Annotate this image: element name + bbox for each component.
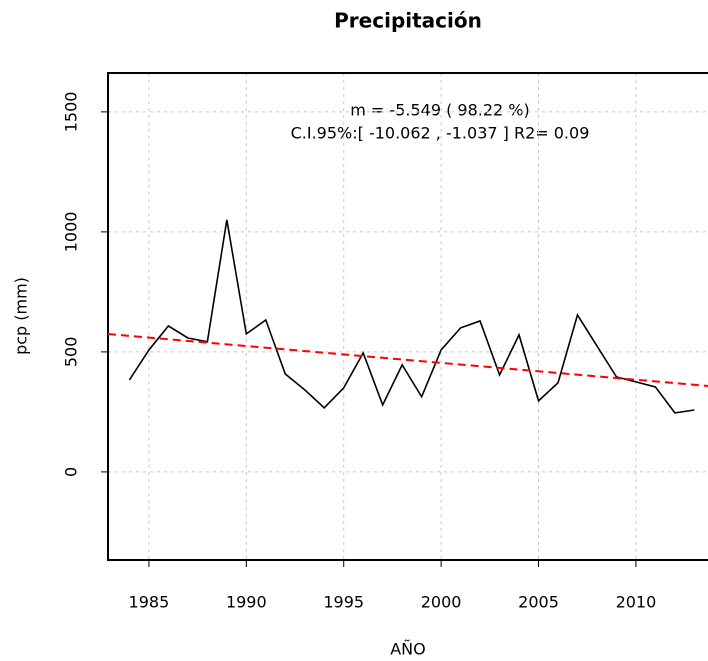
y-tick-label: 1000: [62, 212, 81, 253]
y-axis-label: pcp (mm): [12, 277, 31, 355]
x-tick-label: 1985: [129, 593, 170, 612]
y-tick-label: 0: [62, 467, 81, 477]
plot-frame: [107, 72, 708, 561]
annotation: C.I.95%:[ -10.062 , -1.037 ] R2= 0.09: [291, 124, 590, 143]
y-tick-label: 500: [62, 337, 81, 368]
x-tick-label: 2005: [518, 593, 559, 612]
x-tick-label: 1990: [226, 593, 267, 612]
trend-line: [107, 333, 708, 387]
x-tick-label: 2010: [616, 593, 657, 612]
data-line: [128, 219, 695, 414]
annotation: m = -5.549 ( 98.22 %): [350, 101, 530, 120]
x-axis-label: AÑO: [390, 640, 426, 659]
x-tick-label: 2000: [421, 593, 462, 612]
x-tick-label: 1995: [323, 593, 364, 612]
chart-title: Precipitación: [334, 9, 482, 33]
y-tick-label: 1500: [62, 92, 81, 133]
